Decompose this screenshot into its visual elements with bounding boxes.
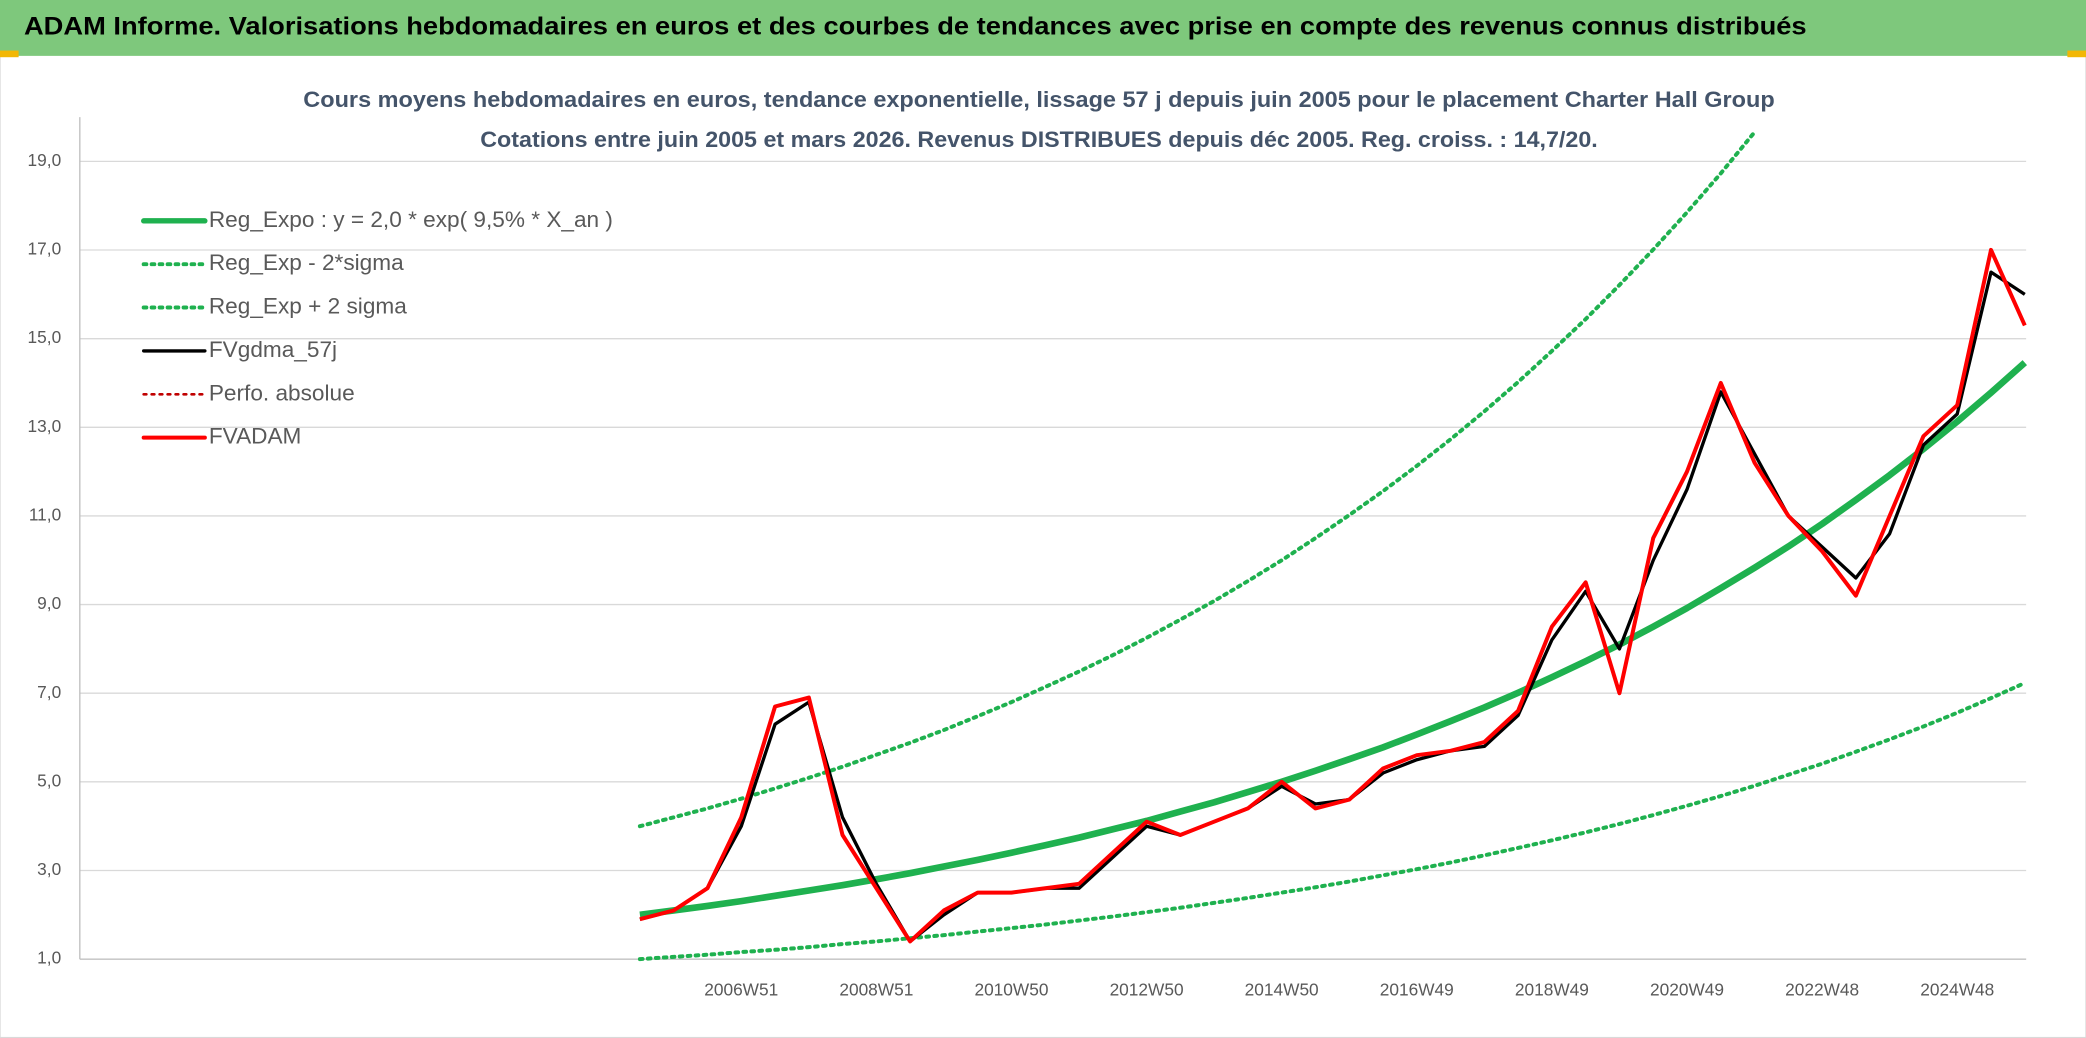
chart-title: Cours moyens hebdomadaires en euros, ten… bbox=[303, 87, 1774, 112]
legend-label: Reg_Exp - 2*sigma bbox=[209, 250, 404, 275]
x-tick-label: 2016W49 bbox=[1380, 980, 1454, 1000]
corner bbox=[2067, 50, 2086, 58]
series-line bbox=[637, 680, 2027, 962]
chart-subtitle: Cotations entre juin 2005 et mars 2026. … bbox=[480, 127, 1598, 152]
y-tick-label: 7,0 bbox=[37, 682, 61, 702]
x-tick-label: 2020W49 bbox=[1650, 980, 1724, 1000]
x-tick-label: 2022W48 bbox=[1785, 980, 1859, 1000]
y-tick-label: 19,0 bbox=[28, 150, 62, 170]
x-tick-label: 2012W50 bbox=[1110, 980, 1184, 1000]
legend-label: Reg_Expo : y = 2,0 * exp( 9,5% * X_an ) bbox=[209, 207, 613, 232]
labels: 1,0 3,0 5,0 7,0 9,0 11,0 13,0 15,0 17,0 19,0 2006W… bbox=[28, 150, 1995, 1000]
legend-label: Reg_Exp + 2 sigma bbox=[209, 294, 407, 319]
y-tick-label: 15,0 bbox=[28, 327, 62, 347]
y-tick-label: 9,0 bbox=[37, 593, 61, 613]
plot-area bbox=[637, 130, 2028, 962]
legend-label: FVADAM bbox=[209, 424, 302, 449]
y-tick-label: 11,0 bbox=[29, 504, 61, 524]
y-tick-label: 5,0 bbox=[37, 770, 61, 790]
x-tick-label: 2024W48 bbox=[1920, 980, 1994, 1000]
legend-label: Perfo. absolue bbox=[209, 380, 355, 405]
grid bbox=[79, 117, 2027, 960]
header-band bbox=[0, 0, 2086, 56]
y-tick-label: 13,0 bbox=[28, 416, 62, 436]
legend-label: FVgdma_57j bbox=[209, 337, 337, 362]
series-line bbox=[639, 247, 2027, 944]
y-tick-label: 1,0 bbox=[37, 948, 61, 968]
y-tick-label: 3,0 bbox=[37, 859, 61, 879]
x-tick-label: 2010W50 bbox=[974, 980, 1048, 1000]
x-tick-label: 2006W51 bbox=[704, 980, 778, 1000]
x-tick-label: 2008W51 bbox=[839, 980, 913, 1000]
header-title: ADAM Informe. Valorisations hebdomadaire… bbox=[24, 13, 1807, 41]
y-tick-label: 17,0 bbox=[28, 239, 62, 259]
x-tick-label: 2018W49 bbox=[1515, 980, 1589, 1000]
corner bbox=[0, 50, 19, 58]
x-tick-label: 2014W50 bbox=[1245, 980, 1319, 1000]
